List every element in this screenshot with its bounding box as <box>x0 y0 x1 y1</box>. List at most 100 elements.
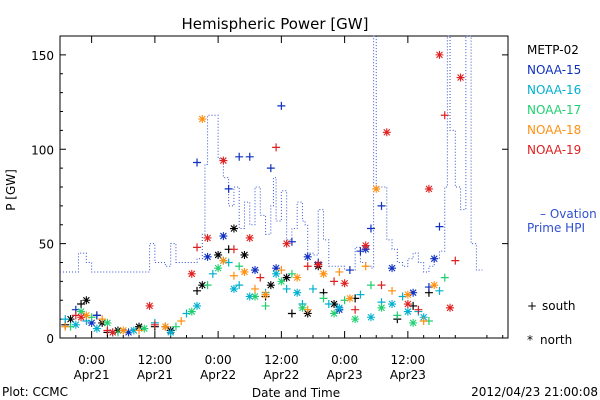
marker-legend-north: * north <box>527 333 572 347</box>
north-marker <box>335 303 344 312</box>
south-symbol: + <box>527 299 537 313</box>
north-marker <box>92 324 101 333</box>
south-marker <box>303 262 312 271</box>
south-marker <box>419 317 428 326</box>
south-marker <box>414 305 423 314</box>
south-marker <box>193 286 202 295</box>
north-marker <box>161 322 170 331</box>
south-marker <box>377 281 386 290</box>
north-marker <box>409 288 418 297</box>
north-marker <box>277 277 286 286</box>
north-marker <box>77 307 86 316</box>
north-marker <box>345 294 354 303</box>
south-marker <box>451 256 460 265</box>
south-marker <box>366 224 375 233</box>
south-marker <box>435 222 444 231</box>
north-marker <box>366 313 375 322</box>
south-marker <box>303 305 312 314</box>
north-marker <box>203 233 212 242</box>
north-marker <box>293 288 302 297</box>
x-tick-label-date: Apr23 <box>327 368 363 382</box>
south-marker <box>277 266 286 275</box>
x-tick-label-time: 12:00 <box>391 353 426 367</box>
south-marker <box>171 322 180 331</box>
footer-plot-source: Plot: CCMC <box>2 385 68 399</box>
north-marker <box>219 256 228 265</box>
x-axis: 0:00Apr2112:00Apr210:00Apr2212:00Apr220:… <box>74 36 504 382</box>
south-marker <box>319 294 328 303</box>
south-marker <box>261 301 270 310</box>
south-marker <box>251 284 260 293</box>
south-marker <box>287 269 296 278</box>
south-marker <box>440 111 449 120</box>
south-marker <box>351 305 360 314</box>
north-marker <box>77 313 86 322</box>
south-marker <box>256 273 265 282</box>
north-marker <box>245 233 254 242</box>
north-marker <box>214 250 223 259</box>
south-marker <box>229 245 238 254</box>
north-marker <box>140 324 149 333</box>
south-marker <box>61 322 70 331</box>
north-marker <box>351 315 360 324</box>
north-marker <box>229 224 238 233</box>
legend-entry: NOAA-17 <box>527 103 581 117</box>
north-marker <box>377 303 386 312</box>
north-marker <box>71 320 80 329</box>
north-marker <box>124 328 133 337</box>
south-marker <box>150 320 159 329</box>
north-marker <box>129 326 138 335</box>
legend-entry: NOAA-18 <box>527 123 581 137</box>
south-marker <box>308 284 317 293</box>
north-marker <box>424 184 433 193</box>
north-marker <box>187 307 196 316</box>
x-tick-label-date: Apr21 <box>137 368 173 382</box>
north-marker <box>240 267 249 276</box>
north-marker <box>430 254 439 263</box>
south-marker <box>287 309 296 318</box>
legend-entry: NOAA-15 <box>527 63 581 77</box>
south-marker <box>229 271 238 280</box>
south-marker <box>98 315 107 324</box>
north-label: north <box>540 333 572 347</box>
y-tick-label: 100 <box>31 143 54 157</box>
y-tick-label: 150 <box>31 49 54 63</box>
north-marker <box>87 318 96 327</box>
north-marker <box>240 250 249 259</box>
south-marker <box>277 101 286 110</box>
north-marker <box>145 301 154 310</box>
x-tick-label-time: 12:00 <box>138 353 173 367</box>
y-tick-label: 0 <box>46 332 54 346</box>
south-marker <box>177 317 186 326</box>
south-marker <box>203 281 212 290</box>
north-marker <box>203 252 212 261</box>
x-tick-label-date: Apr22 <box>263 368 299 382</box>
north-marker <box>388 264 397 273</box>
north-marker <box>372 184 381 193</box>
data-markers <box>61 50 465 337</box>
north-marker <box>251 266 260 275</box>
legend-entry: NOAA-19 <box>527 143 581 157</box>
north-marker <box>298 303 307 312</box>
north-marker <box>303 252 312 261</box>
south-marker <box>435 286 444 295</box>
south-marker <box>361 262 370 271</box>
south-marker <box>266 164 275 173</box>
north-marker <box>266 281 275 290</box>
north-marker <box>103 318 112 327</box>
south-marker <box>135 326 144 335</box>
north-marker <box>219 156 228 165</box>
footer-timestamp: 2012/04/23 21:00:08 <box>471 385 598 399</box>
south-marker <box>193 243 202 252</box>
north-marker <box>330 300 339 309</box>
north-marker <box>361 241 370 250</box>
north-marker <box>403 307 412 316</box>
south-marker <box>330 277 339 286</box>
ovation-hpi-line <box>60 35 483 273</box>
x-tick-label-date: Apr22 <box>200 368 236 382</box>
y-tick-label: 50 <box>39 238 54 252</box>
north-marker <box>319 269 328 278</box>
south-marker <box>356 290 365 299</box>
north-marker <box>229 284 238 293</box>
north-marker <box>193 301 202 310</box>
